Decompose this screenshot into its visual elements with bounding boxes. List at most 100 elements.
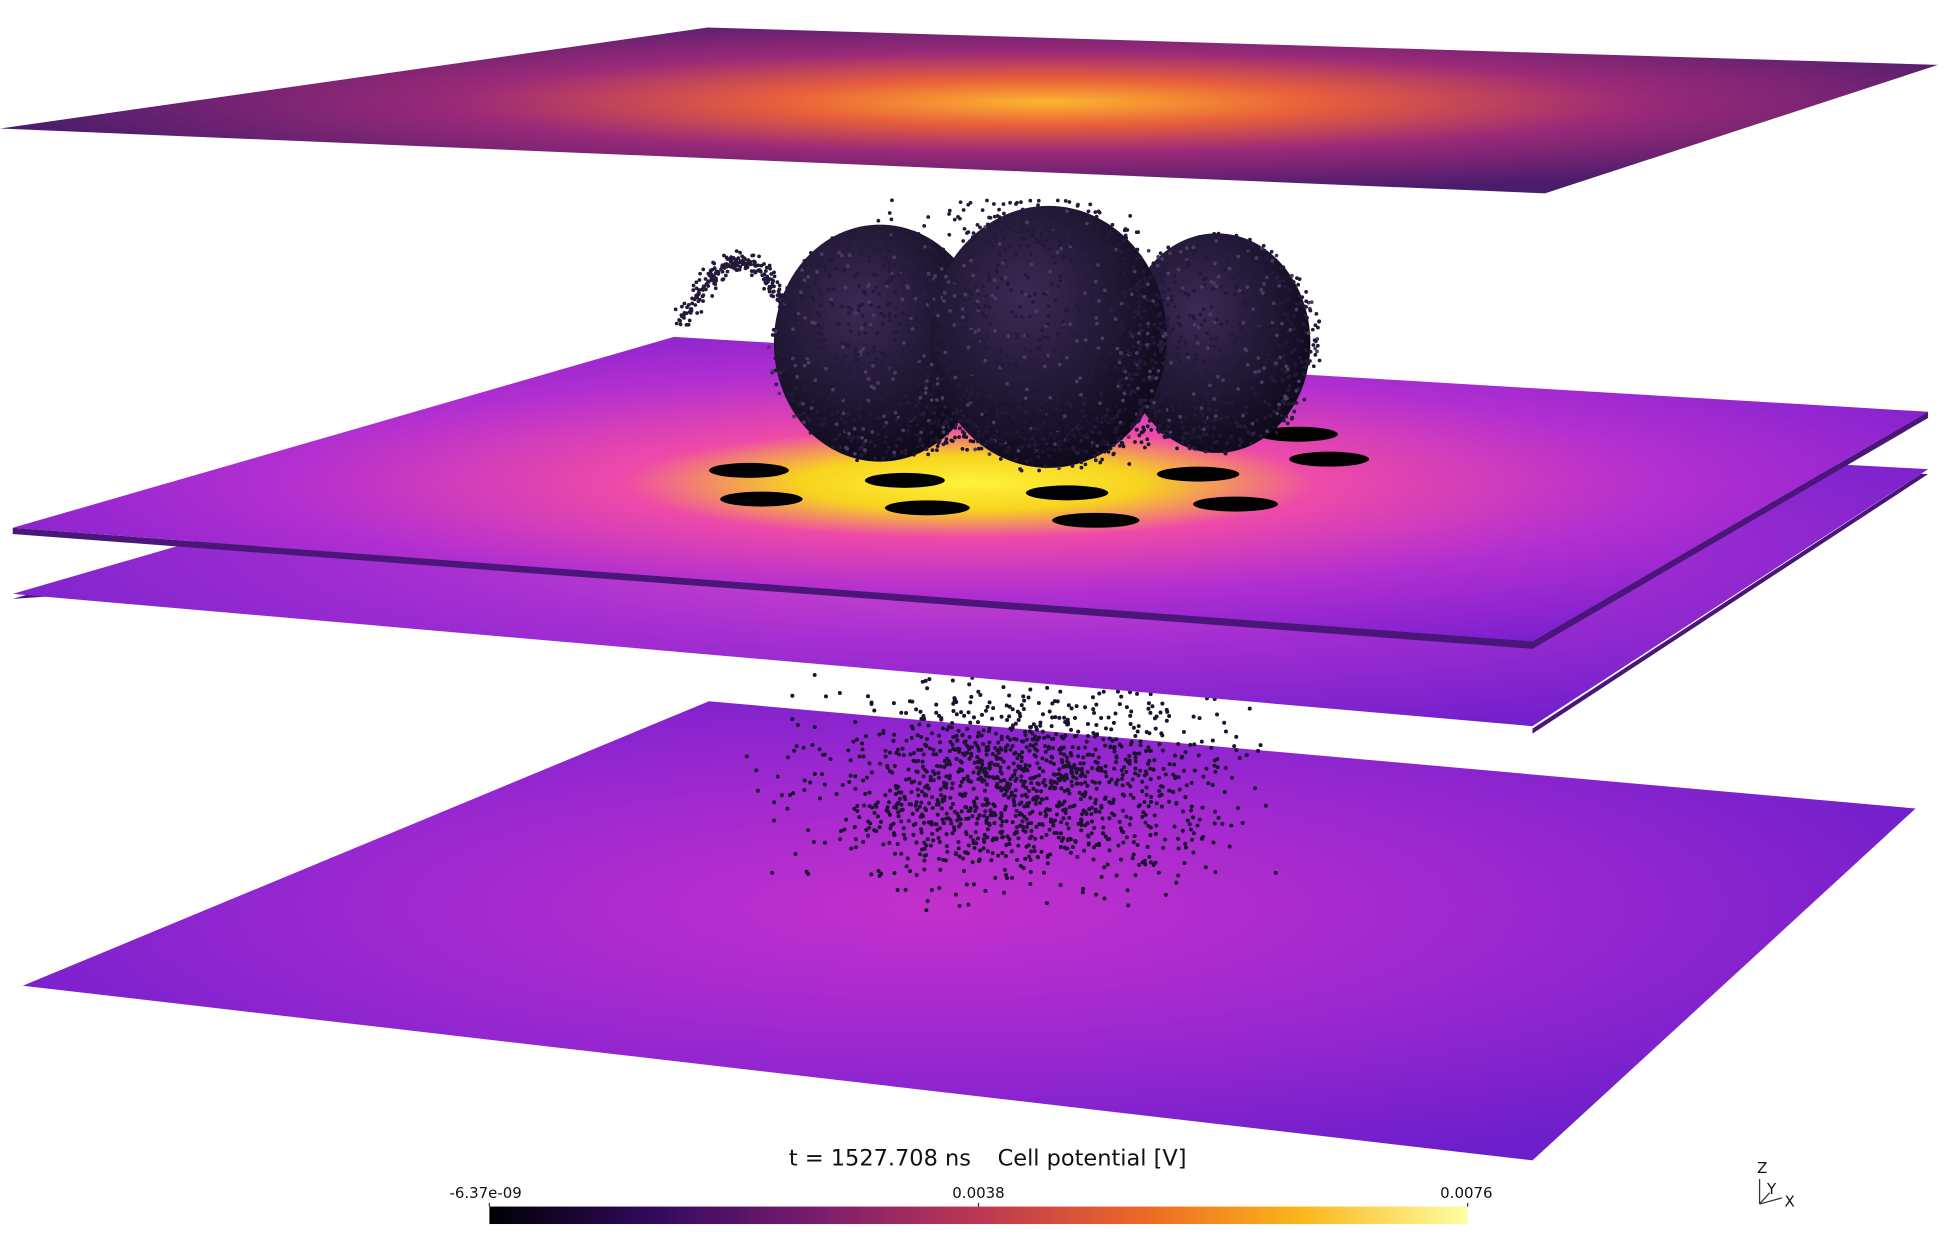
particle <box>1028 429 1032 434</box>
particle <box>1179 335 1184 340</box>
particle <box>1178 414 1183 419</box>
particle <box>1176 267 1181 272</box>
particle <box>1108 230 1113 234</box>
particle <box>1099 875 1104 880</box>
particle <box>869 303 873 308</box>
particle <box>793 302 797 307</box>
particle <box>1073 839 1078 844</box>
particle <box>697 278 702 282</box>
particle <box>881 263 886 268</box>
particles-upper <box>673 198 1322 473</box>
particle <box>1196 753 1201 758</box>
particle <box>878 819 883 824</box>
particle <box>1076 424 1081 429</box>
particle <box>833 244 838 249</box>
particle <box>1291 280 1296 284</box>
particle <box>1033 774 1038 779</box>
particle <box>938 787 943 792</box>
particle <box>1217 433 1222 438</box>
particle <box>1122 256 1127 261</box>
particle <box>931 384 936 388</box>
particle <box>1073 242 1078 247</box>
particle <box>865 694 870 699</box>
particle <box>944 844 949 849</box>
particle <box>974 821 979 826</box>
particle <box>1269 249 1274 254</box>
particle <box>869 872 874 877</box>
particle <box>864 243 869 248</box>
particle <box>1158 295 1163 300</box>
particle <box>898 438 903 443</box>
particle <box>952 367 957 371</box>
particle <box>942 780 947 785</box>
particle <box>999 734 1004 739</box>
particle <box>1058 427 1062 432</box>
particle <box>1067 200 1072 204</box>
particle <box>1186 293 1191 297</box>
particle <box>845 446 850 451</box>
particle <box>971 838 976 843</box>
particle <box>1163 354 1168 359</box>
particle <box>1059 820 1064 825</box>
particle <box>1024 785 1029 790</box>
particle <box>1180 286 1185 291</box>
particle <box>822 782 827 787</box>
particle <box>1167 788 1172 793</box>
particle <box>940 396 945 400</box>
particle <box>1140 814 1145 819</box>
particle <box>905 284 910 289</box>
particle <box>893 383 898 388</box>
particle <box>1125 305 1130 309</box>
particle <box>1221 378 1225 383</box>
particle <box>1112 746 1117 751</box>
particle <box>1083 338 1088 342</box>
particle <box>1005 876 1010 881</box>
particle <box>1089 444 1094 448</box>
particle <box>948 817 953 822</box>
particle <box>876 381 880 385</box>
particle <box>1147 298 1152 303</box>
particle <box>915 807 920 812</box>
particle <box>969 419 974 424</box>
particle <box>1202 392 1207 396</box>
particle <box>1126 383 1131 388</box>
particle <box>1215 417 1220 421</box>
particle <box>1185 265 1190 269</box>
particle <box>1133 755 1138 760</box>
particle <box>1176 388 1180 393</box>
particle <box>1160 395 1165 399</box>
particle <box>956 839 961 844</box>
particle <box>1051 823 1056 828</box>
particle <box>687 310 692 314</box>
particle <box>918 395 923 400</box>
particle <box>1116 248 1121 253</box>
particle <box>970 329 974 334</box>
particle <box>795 375 799 379</box>
particle <box>887 840 892 845</box>
particle <box>960 446 965 451</box>
particle <box>1067 424 1071 429</box>
particle <box>1224 291 1228 296</box>
particle <box>1254 267 1259 272</box>
particle <box>1212 821 1217 826</box>
particle <box>990 716 995 721</box>
particle <box>892 255 897 260</box>
particle <box>1000 819 1005 824</box>
particle <box>710 294 715 298</box>
colorbar <box>489 1206 1468 1225</box>
particle <box>755 788 760 793</box>
particle <box>947 267 952 272</box>
particle <box>1078 379 1082 384</box>
particle <box>870 430 875 434</box>
particle <box>1057 715 1062 720</box>
particle <box>973 330 977 334</box>
particle <box>1117 819 1122 824</box>
particle <box>1185 260 1190 264</box>
particle <box>784 306 789 310</box>
particle <box>1133 759 1138 764</box>
particle <box>1259 287 1264 292</box>
particle <box>1077 307 1082 312</box>
particle <box>1049 282 1054 286</box>
particle <box>985 362 989 367</box>
particle <box>1158 710 1163 715</box>
